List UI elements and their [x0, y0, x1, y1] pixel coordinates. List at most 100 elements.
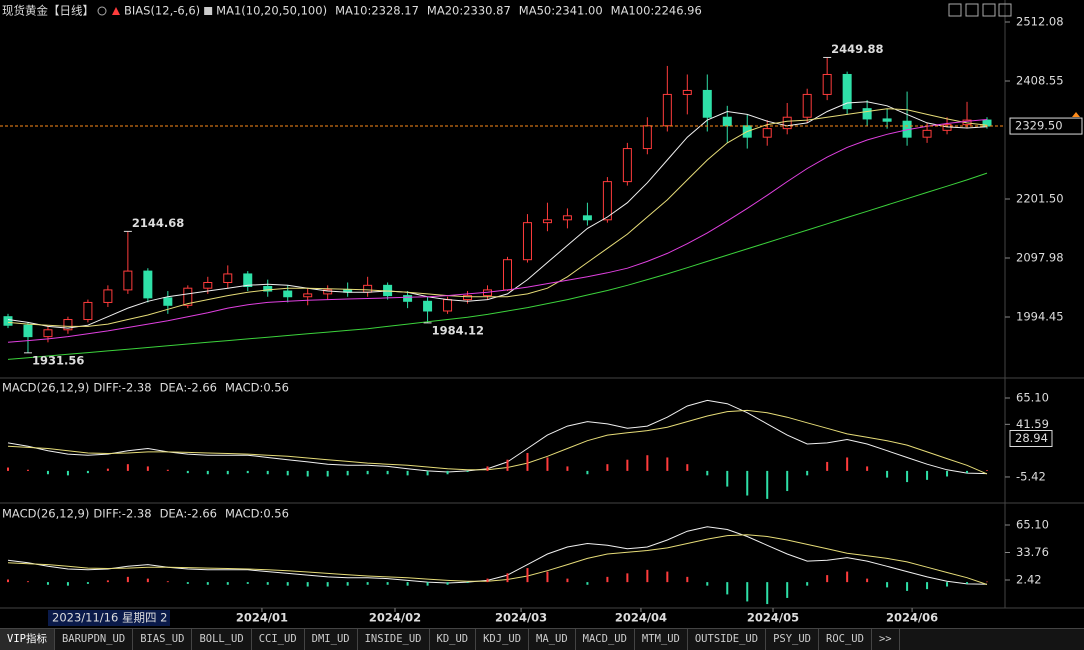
macd-bar: [266, 582, 269, 585]
macd-bar: [386, 470, 389, 475]
extreme-label: 1931.56: [32, 353, 84, 367]
macd-bar: [506, 573, 509, 583]
candle-body: [263, 285, 273, 292]
macd-bar: [266, 470, 269, 475]
header-icon: [204, 7, 213, 15]
indicator-tab[interactable]: DMI_UD: [305, 629, 358, 650]
macd-bar: [426, 582, 429, 586]
indicator-tab[interactable]: MTM_UD: [635, 629, 688, 650]
macd-bar: [426, 470, 429, 476]
macd-bar: [746, 582, 749, 602]
indicator-tab[interactable]: OUTSIDE_UD: [688, 629, 767, 650]
indicator-tab[interactable]: KD_UD: [430, 629, 477, 650]
macd-bar: [346, 470, 349, 476]
y-tick-label: 2201.50: [1016, 192, 1064, 206]
macd-bar: [46, 582, 49, 585]
cursor-value-label: 28.94: [1015, 431, 1048, 445]
toolbar-button[interactable]: [998, 3, 1012, 17]
candle-body: [782, 116, 792, 130]
indicator-tab[interactable]: KDJ_UD: [476, 629, 530, 650]
macd-bar: [146, 578, 149, 583]
candle-body: [363, 284, 373, 293]
macd-bar: [186, 582, 189, 584]
macd-bar: [446, 582, 449, 585]
ma-line: [7, 108, 988, 327]
macd-bar: [706, 582, 709, 586]
macd-bar: [166, 581, 169, 583]
ma-line: [7, 409, 988, 475]
indicator-tab[interactable]: VIP指标: [0, 629, 55, 650]
macd-bar: [646, 569, 649, 583]
candle-body: [682, 89, 692, 95]
candle-body: [702, 89, 712, 118]
candle-body: [642, 125, 652, 150]
candle-body: [862, 108, 872, 120]
background: [0, 0, 1084, 628]
extreme-label: 1984.12: [432, 323, 484, 337]
macd-bar: [6, 467, 9, 471]
x-tick-label: 2024/01: [236, 611, 288, 625]
legend-entry: MACD:0.56: [225, 507, 289, 521]
candle-body: [103, 289, 113, 303]
macd-bar: [866, 578, 869, 583]
macd-bar: [406, 582, 409, 586]
indicator-tab[interactable]: BARUPDN_UD: [55, 629, 134, 650]
macd-bar: [526, 568, 529, 583]
macd-bar: [246, 582, 249, 584]
x-tick-label: 2024/03: [495, 611, 547, 625]
macd-bar: [326, 582, 329, 587]
panel-title: MACD(26,12,9): [2, 507, 89, 521]
indicator-tab[interactable]: MA_UD: [529, 629, 576, 650]
indicator-tab[interactable]: PSY_UD: [766, 629, 820, 650]
indicator-tab[interactable]: INSIDE_UD: [358, 629, 430, 650]
macd-bar: [226, 470, 229, 475]
indicator-tab[interactable]: >>: [872, 629, 900, 650]
macd-bar: [546, 571, 549, 583]
candle-body: [123, 270, 133, 291]
candle-body: [23, 324, 33, 338]
macd-bar: [306, 582, 309, 587]
y-tick-label: 2512.08: [1016, 15, 1064, 29]
indicator-tab[interactable]: CCI_UD: [252, 629, 305, 650]
indicator-tab[interactable]: BOLL_UD: [192, 629, 252, 650]
macd-bar: [226, 582, 229, 585]
macd-bar: [846, 571, 849, 583]
macd-bar: [666, 571, 669, 583]
candle-body: [183, 287, 193, 306]
candle-body: [502, 259, 512, 291]
candle-body: [43, 329, 53, 338]
macd-bar: [826, 575, 829, 583]
indicator-tab[interactable]: ROC_UD: [819, 629, 872, 650]
macd-bar: [506, 459, 509, 471]
macd-bar: [206, 582, 209, 585]
candle-body: [3, 316, 13, 326]
toolbar-button[interactable]: [965, 3, 979, 17]
macd-bar: [766, 470, 769, 499]
candle-body: [582, 215, 592, 221]
macd-bar: [566, 466, 569, 471]
candle-body: [822, 73, 832, 95]
candle-body: [922, 129, 932, 138]
last-price-box: [1009, 117, 1083, 135]
y-tick-label: 2097.98: [1016, 250, 1064, 264]
toolbar-button[interactable]: [948, 3, 962, 17]
legend-entry: MA10:2328.17: [335, 4, 419, 18]
macd-bar: [946, 582, 949, 587]
macd-bar: [326, 470, 329, 477]
indicator-tab[interactable]: BIAS_UD: [133, 629, 193, 650]
macd-bar: [726, 582, 729, 595]
indicator-tab[interactable]: MACD_UD: [576, 629, 635, 650]
legend-entry: MA20:2330.87: [427, 4, 511, 18]
toolbar-button[interactable]: [982, 3, 996, 17]
toolbar: [948, 3, 1012, 17]
extreme-label: 2144.68: [132, 216, 184, 230]
macd-bar: [866, 466, 869, 471]
ma-line: [7, 172, 988, 360]
macd-bar: [786, 582, 789, 598]
candle-body: [762, 128, 772, 138]
candle-body: [602, 181, 612, 221]
legend-title: MA1(10,20,50,100): [216, 4, 327, 18]
candle-body: [203, 281, 213, 289]
candle-body: [522, 222, 532, 261]
